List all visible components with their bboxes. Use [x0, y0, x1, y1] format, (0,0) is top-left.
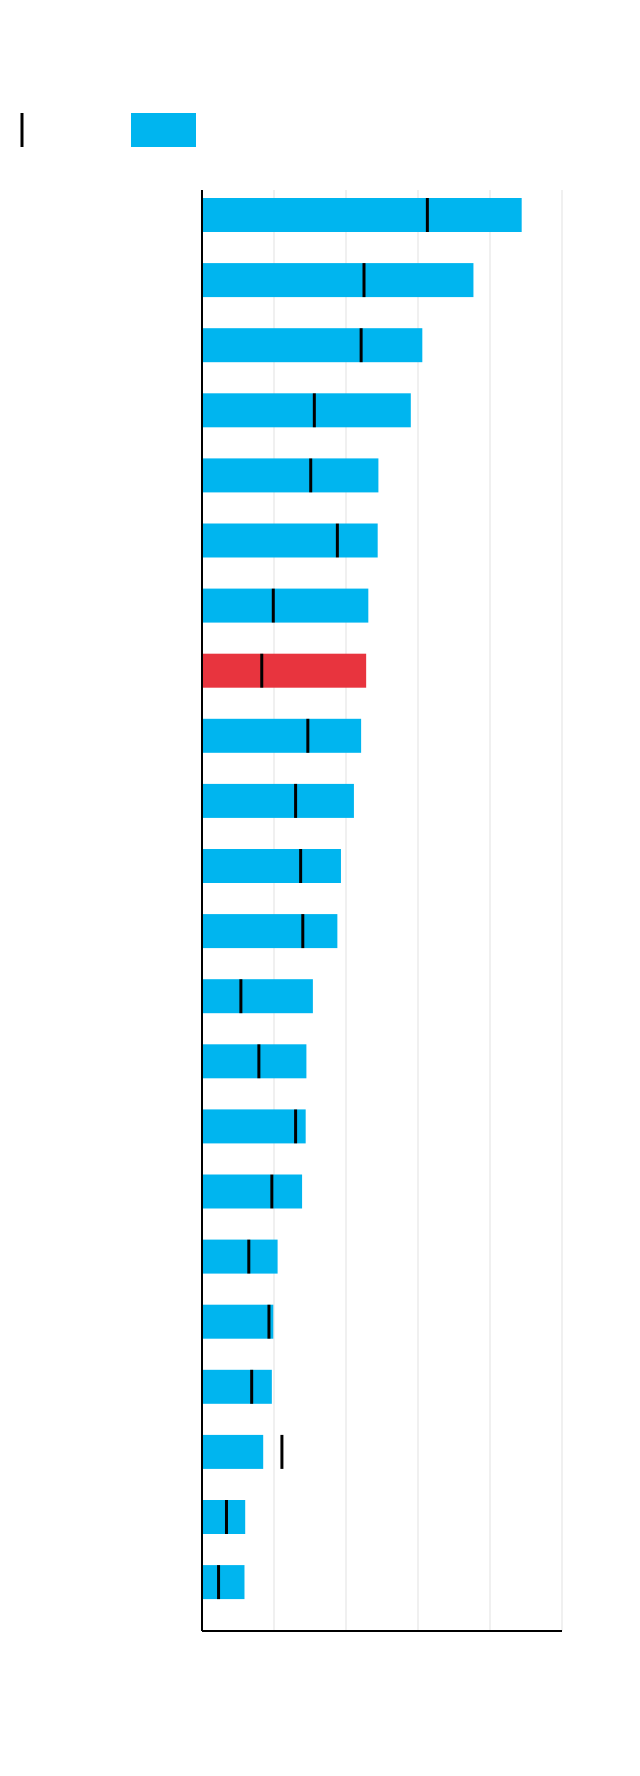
- bar: [202, 328, 423, 363]
- bar: [202, 1434, 264, 1469]
- bar: [202, 718, 362, 753]
- bar: [202, 1174, 303, 1209]
- bar: [202, 458, 379, 493]
- legend-swatch: [131, 113, 196, 147]
- bar: [202, 523, 378, 558]
- bar: [202, 849, 341, 883]
- bar: [202, 198, 522, 232]
- bar: [202, 653, 367, 688]
- bar: [202, 1109, 306, 1144]
- bar: [202, 1565, 245, 1600]
- bar: [202, 1044, 307, 1079]
- bar: [202, 263, 474, 298]
- bar: [202, 1500, 246, 1534]
- bar: [202, 914, 338, 949]
- bar: [202, 1304, 274, 1339]
- bar: [202, 979, 313, 1014]
- bar: [202, 1369, 272, 1404]
- bar: [202, 393, 411, 428]
- bar: [202, 783, 354, 818]
- bar: [202, 1239, 278, 1274]
- bar: [202, 588, 369, 623]
